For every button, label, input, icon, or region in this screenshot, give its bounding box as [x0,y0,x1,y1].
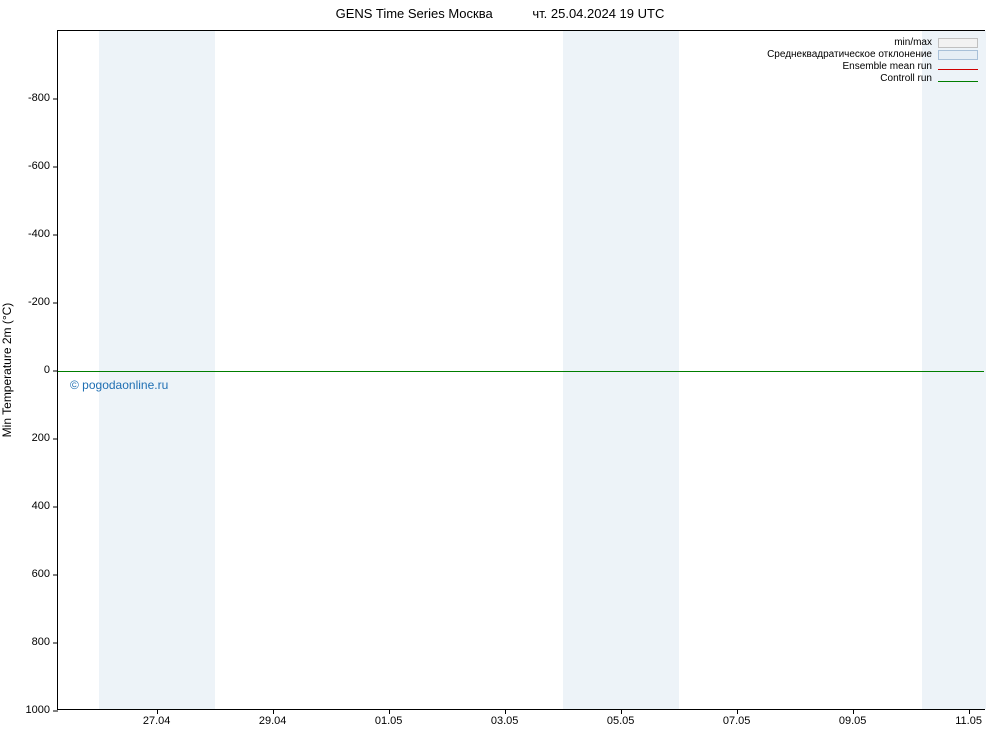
weekend-shade [922,31,986,709]
legend-item: Среднеквадратическое отклонение [767,49,978,61]
legend-label: Controll run [880,73,932,85]
controll-run-line [58,371,984,372]
legend-swatch [938,69,978,70]
x-tick-label: 27.04 [143,715,171,727]
legend-item: Ensemble mean run [767,61,978,73]
x-tick-mark [737,709,738,714]
legend-label: min/max [894,37,932,49]
y-tick-mark [53,711,58,712]
y-tick-mark [53,643,58,644]
x-tick-label: 29.04 [259,715,287,727]
y-tick-mark [53,235,58,236]
x-tick-mark [621,709,622,714]
y-tick-label: 200 [0,432,50,444]
legend-swatch [938,50,978,60]
y-tick-label: 800 [0,636,50,648]
legend-label: Среднеквадратическое отклонение [767,49,932,61]
x-tick-mark [389,709,390,714]
x-tick-label: 03.05 [491,715,519,727]
chart-container: GENS Time Series Москва чт. 25.04.2024 1… [0,0,1000,733]
y-tick-mark [53,507,58,508]
y-tick-mark [53,167,58,168]
x-tick-label: 11.05 [955,715,982,727]
watermark: © pogodaonline.ru [70,378,168,392]
y-tick-label: -400 [0,228,50,240]
legend: min/maxСреднеквадратическое отклонениеEn… [767,37,978,85]
y-tick-label: -200 [0,296,50,308]
legend-item: Controll run [767,73,978,85]
plot-area: 27.0429.0401.0503.0505.0507.0509.0511.05… [57,30,985,710]
y-tick-mark [53,575,58,576]
x-tick-label: 07.05 [723,715,751,727]
y-tick-label: 1000 [0,704,50,716]
x-tick-label: 05.05 [607,715,635,727]
chart-title-row: GENS Time Series Москва чт. 25.04.2024 1… [0,6,1000,21]
x-tick-mark [505,709,506,714]
y-tick-label: 600 [0,568,50,580]
y-tick-mark [53,439,58,440]
x-tick-mark [853,709,854,714]
y-tick-mark [53,99,58,100]
x-tick-label: 01.05 [375,715,403,727]
y-tick-label: 400 [0,500,50,512]
chart-title-left: GENS Time Series Москва [336,6,493,21]
legend-swatch [938,81,978,82]
y-tick-mark [53,303,58,304]
y-tick-label: -600 [0,160,50,172]
weekend-shade [99,31,215,709]
y-tick-label: 0 [0,364,50,376]
weekend-shade [563,31,679,709]
legend-swatch [938,38,978,48]
x-tick-mark [969,709,970,714]
chart-title-right: чт. 25.04.2024 19 UTC [532,6,664,21]
legend-label: Ensemble mean run [843,61,933,73]
x-tick-label: 09.05 [839,715,867,727]
legend-item: min/max [767,37,978,49]
x-tick-mark [273,709,274,714]
y-tick-label: -800 [0,92,50,104]
x-tick-mark [157,709,158,714]
